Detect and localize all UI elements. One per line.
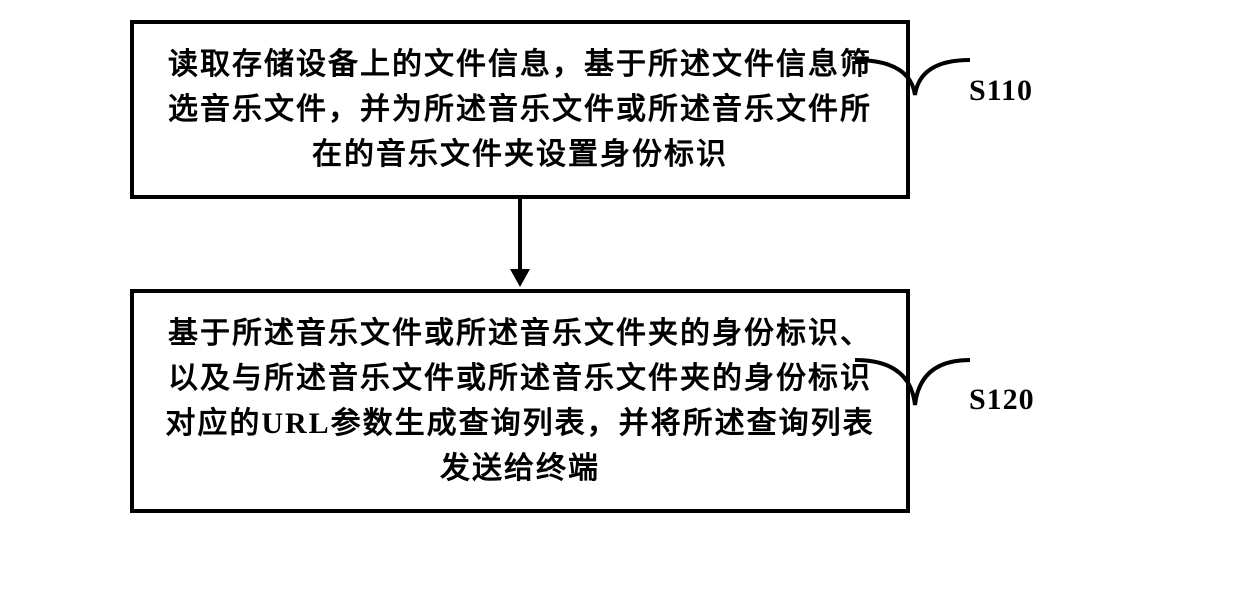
step-label-s110: S110 [969, 74, 1033, 108]
flowchart-container: 读取存储设备上的文件信息，基于所述文件信息筛选音乐文件，并为所述音乐文件或所述音… [60, 20, 980, 513]
step-label-s120: S120 [969, 383, 1035, 417]
arrow-line [518, 199, 522, 269]
flow-arrow [510, 199, 530, 289]
connector-curve-icon [855, 320, 975, 440]
step-box-s110: 读取存储设备上的文件信息，基于所述文件信息筛选音乐文件，并为所述音乐文件或所述音… [130, 20, 910, 199]
step-text-s120: 基于所述音乐文件或所述音乐文件夹的身份标识、以及与所述音乐文件或所述音乐文件夹的… [165, 317, 874, 485]
step-text-s110: 读取存储设备上的文件信息，基于所述文件信息筛选音乐文件，并为所述音乐文件或所述音… [168, 48, 872, 171]
label-group-s120: S120 [855, 320, 1035, 440]
connector-curve-icon [855, 25, 975, 125]
label-group-s110: S110 [855, 25, 1033, 125]
arrow-head-icon [510, 269, 530, 287]
step-box-s120: 基于所述音乐文件或所述音乐文件夹的身份标识、以及与所述音乐文件或所述音乐文件夹的… [130, 289, 910, 513]
